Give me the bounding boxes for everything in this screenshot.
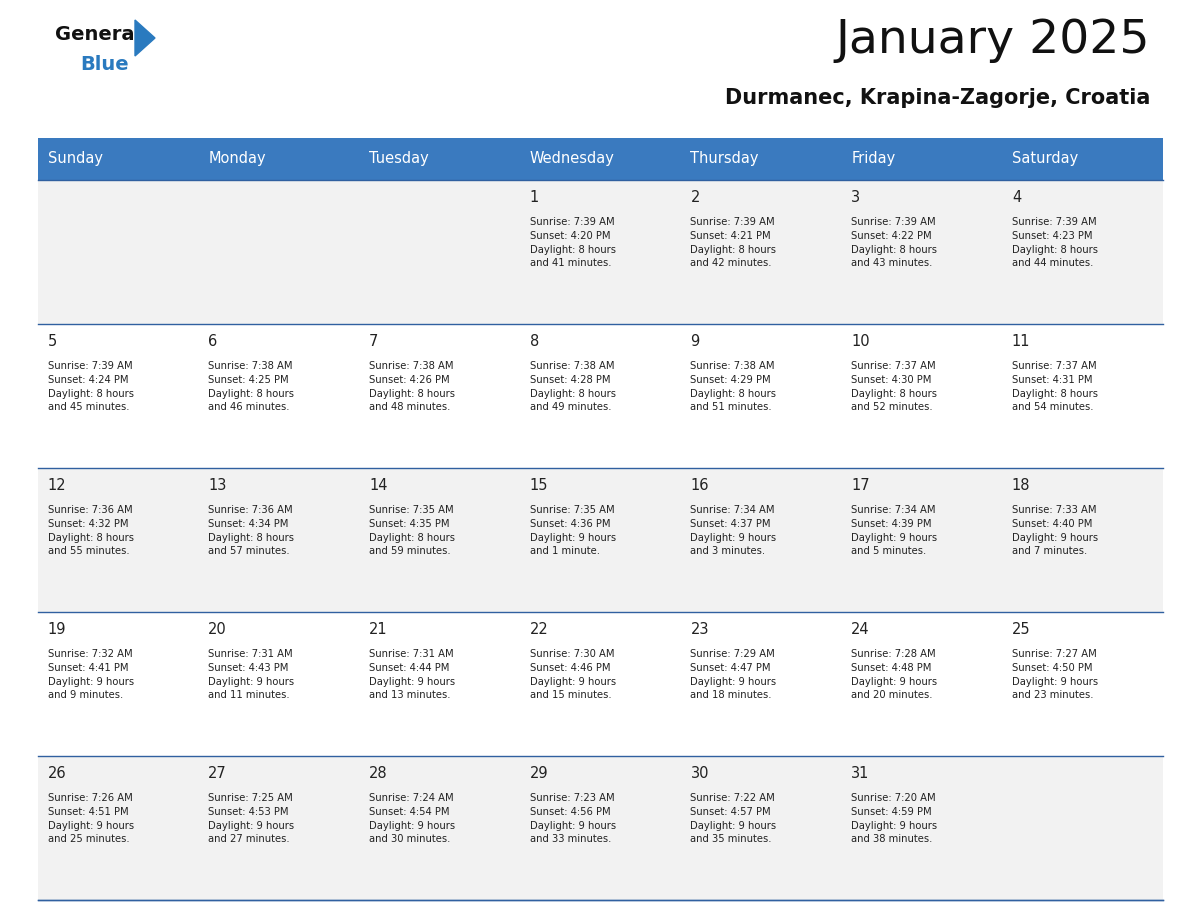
Text: 25: 25 bbox=[1012, 622, 1030, 637]
Text: January 2025: January 2025 bbox=[835, 18, 1150, 63]
Text: 22: 22 bbox=[530, 622, 549, 637]
Text: Sunrise: 7:33 AM
Sunset: 4:40 PM
Daylight: 9 hours
and 7 minutes.: Sunrise: 7:33 AM Sunset: 4:40 PM Dayligh… bbox=[1012, 506, 1098, 556]
Text: Sunrise: 7:36 AM
Sunset: 4:34 PM
Daylight: 8 hours
and 57 minutes.: Sunrise: 7:36 AM Sunset: 4:34 PM Dayligh… bbox=[208, 506, 295, 556]
Text: Sunrise: 7:27 AM
Sunset: 4:50 PM
Daylight: 9 hours
and 23 minutes.: Sunrise: 7:27 AM Sunset: 4:50 PM Dayligh… bbox=[1012, 649, 1098, 700]
Text: Sunrise: 7:38 AM
Sunset: 4:25 PM
Daylight: 8 hours
and 46 minutes.: Sunrise: 7:38 AM Sunset: 4:25 PM Dayligh… bbox=[208, 362, 295, 412]
Bar bbox=[38, 180, 1163, 324]
Bar bbox=[198, 138, 360, 180]
Text: 5: 5 bbox=[48, 334, 57, 349]
Text: Sunrise: 7:20 AM
Sunset: 4:59 PM
Daylight: 9 hours
and 38 minutes.: Sunrise: 7:20 AM Sunset: 4:59 PM Dayligh… bbox=[852, 793, 937, 845]
Text: Friday: Friday bbox=[852, 151, 896, 166]
Text: 14: 14 bbox=[369, 478, 387, 493]
Text: Monday: Monday bbox=[208, 151, 266, 166]
Text: Sunrise: 7:28 AM
Sunset: 4:48 PM
Daylight: 9 hours
and 20 minutes.: Sunrise: 7:28 AM Sunset: 4:48 PM Dayligh… bbox=[852, 649, 937, 700]
Text: Thursday: Thursday bbox=[690, 151, 759, 166]
Text: Wednesday: Wednesday bbox=[530, 151, 614, 166]
Text: Sunrise: 7:39 AM
Sunset: 4:20 PM
Daylight: 8 hours
and 41 minutes.: Sunrise: 7:39 AM Sunset: 4:20 PM Dayligh… bbox=[530, 218, 615, 268]
Text: Tuesday: Tuesday bbox=[369, 151, 429, 166]
Text: Sunrise: 7:29 AM
Sunset: 4:47 PM
Daylight: 9 hours
and 18 minutes.: Sunrise: 7:29 AM Sunset: 4:47 PM Dayligh… bbox=[690, 649, 777, 700]
Text: 1: 1 bbox=[530, 190, 539, 205]
Text: Sunrise: 7:38 AM
Sunset: 4:28 PM
Daylight: 8 hours
and 49 minutes.: Sunrise: 7:38 AM Sunset: 4:28 PM Dayligh… bbox=[530, 362, 615, 412]
Text: Sunrise: 7:22 AM
Sunset: 4:57 PM
Daylight: 9 hours
and 35 minutes.: Sunrise: 7:22 AM Sunset: 4:57 PM Dayligh… bbox=[690, 793, 777, 845]
Text: 20: 20 bbox=[208, 622, 227, 637]
Text: Sunrise: 7:39 AM
Sunset: 4:24 PM
Daylight: 8 hours
and 45 minutes.: Sunrise: 7:39 AM Sunset: 4:24 PM Dayligh… bbox=[48, 362, 133, 412]
Text: 23: 23 bbox=[690, 622, 709, 637]
Bar bbox=[360, 138, 520, 180]
Text: 10: 10 bbox=[852, 334, 870, 349]
Text: General: General bbox=[55, 25, 141, 44]
Bar bbox=[38, 612, 1163, 756]
Text: 19: 19 bbox=[48, 622, 67, 637]
Text: Sunrise: 7:23 AM
Sunset: 4:56 PM
Daylight: 9 hours
and 33 minutes.: Sunrise: 7:23 AM Sunset: 4:56 PM Dayligh… bbox=[530, 793, 615, 845]
Text: 6: 6 bbox=[208, 334, 217, 349]
Text: Sunrise: 7:36 AM
Sunset: 4:32 PM
Daylight: 8 hours
and 55 minutes.: Sunrise: 7:36 AM Sunset: 4:32 PM Dayligh… bbox=[48, 506, 133, 556]
Bar bbox=[1003, 138, 1163, 180]
Text: Sunrise: 7:26 AM
Sunset: 4:51 PM
Daylight: 9 hours
and 25 minutes.: Sunrise: 7:26 AM Sunset: 4:51 PM Dayligh… bbox=[48, 793, 134, 845]
Bar bbox=[38, 138, 198, 180]
Text: Sunrise: 7:35 AM
Sunset: 4:36 PM
Daylight: 9 hours
and 1 minute.: Sunrise: 7:35 AM Sunset: 4:36 PM Dayligh… bbox=[530, 506, 615, 556]
Text: 7: 7 bbox=[369, 334, 379, 349]
Bar bbox=[38, 468, 1163, 612]
Bar bbox=[841, 138, 1003, 180]
Text: Sunday: Sunday bbox=[48, 151, 102, 166]
Text: 24: 24 bbox=[852, 622, 870, 637]
Text: 18: 18 bbox=[1012, 478, 1030, 493]
Text: Sunrise: 7:35 AM
Sunset: 4:35 PM
Daylight: 8 hours
and 59 minutes.: Sunrise: 7:35 AM Sunset: 4:35 PM Dayligh… bbox=[369, 506, 455, 556]
Bar bbox=[681, 138, 841, 180]
Polygon shape bbox=[135, 20, 154, 56]
Text: 28: 28 bbox=[369, 767, 387, 781]
Text: 31: 31 bbox=[852, 767, 870, 781]
Text: Sunrise: 7:30 AM
Sunset: 4:46 PM
Daylight: 9 hours
and 15 minutes.: Sunrise: 7:30 AM Sunset: 4:46 PM Dayligh… bbox=[530, 649, 615, 700]
Text: Sunrise: 7:38 AM
Sunset: 4:26 PM
Daylight: 8 hours
and 48 minutes.: Sunrise: 7:38 AM Sunset: 4:26 PM Dayligh… bbox=[369, 362, 455, 412]
Text: Sunrise: 7:39 AM
Sunset: 4:22 PM
Daylight: 8 hours
and 43 minutes.: Sunrise: 7:39 AM Sunset: 4:22 PM Dayligh… bbox=[852, 218, 937, 268]
Text: 4: 4 bbox=[1012, 190, 1022, 205]
Text: 2: 2 bbox=[690, 190, 700, 205]
Text: Sunrise: 7:39 AM
Sunset: 4:23 PM
Daylight: 8 hours
and 44 minutes.: Sunrise: 7:39 AM Sunset: 4:23 PM Dayligh… bbox=[1012, 218, 1098, 268]
Bar bbox=[38, 756, 1163, 900]
Text: Sunrise: 7:24 AM
Sunset: 4:54 PM
Daylight: 9 hours
and 30 minutes.: Sunrise: 7:24 AM Sunset: 4:54 PM Dayligh… bbox=[369, 793, 455, 845]
Text: 8: 8 bbox=[530, 334, 539, 349]
Text: Sunrise: 7:31 AM
Sunset: 4:44 PM
Daylight: 9 hours
and 13 minutes.: Sunrise: 7:31 AM Sunset: 4:44 PM Dayligh… bbox=[369, 649, 455, 700]
Text: 3: 3 bbox=[852, 190, 860, 205]
Text: Sunrise: 7:32 AM
Sunset: 4:41 PM
Daylight: 9 hours
and 9 minutes.: Sunrise: 7:32 AM Sunset: 4:41 PM Dayligh… bbox=[48, 649, 134, 700]
Text: 17: 17 bbox=[852, 478, 870, 493]
Text: Sunrise: 7:34 AM
Sunset: 4:39 PM
Daylight: 9 hours
and 5 minutes.: Sunrise: 7:34 AM Sunset: 4:39 PM Dayligh… bbox=[852, 506, 937, 556]
Text: Saturday: Saturday bbox=[1012, 151, 1079, 166]
Text: 21: 21 bbox=[369, 622, 387, 637]
Text: 29: 29 bbox=[530, 767, 549, 781]
Text: Sunrise: 7:37 AM
Sunset: 4:31 PM
Daylight: 8 hours
and 54 minutes.: Sunrise: 7:37 AM Sunset: 4:31 PM Dayligh… bbox=[1012, 362, 1098, 412]
Text: Sunrise: 7:38 AM
Sunset: 4:29 PM
Daylight: 8 hours
and 51 minutes.: Sunrise: 7:38 AM Sunset: 4:29 PM Dayligh… bbox=[690, 362, 777, 412]
Text: Sunrise: 7:31 AM
Sunset: 4:43 PM
Daylight: 9 hours
and 11 minutes.: Sunrise: 7:31 AM Sunset: 4:43 PM Dayligh… bbox=[208, 649, 295, 700]
Text: 11: 11 bbox=[1012, 334, 1030, 349]
Text: Sunrise: 7:34 AM
Sunset: 4:37 PM
Daylight: 9 hours
and 3 minutes.: Sunrise: 7:34 AM Sunset: 4:37 PM Dayligh… bbox=[690, 506, 777, 556]
Text: 30: 30 bbox=[690, 767, 709, 781]
Text: 13: 13 bbox=[208, 478, 227, 493]
Text: 16: 16 bbox=[690, 478, 709, 493]
Bar bbox=[520, 138, 681, 180]
Bar bbox=[38, 324, 1163, 468]
Text: Sunrise: 7:37 AM
Sunset: 4:30 PM
Daylight: 8 hours
and 52 minutes.: Sunrise: 7:37 AM Sunset: 4:30 PM Dayligh… bbox=[852, 362, 937, 412]
Text: 26: 26 bbox=[48, 767, 67, 781]
Text: Blue: Blue bbox=[80, 55, 128, 74]
Text: Sunrise: 7:25 AM
Sunset: 4:53 PM
Daylight: 9 hours
and 27 minutes.: Sunrise: 7:25 AM Sunset: 4:53 PM Dayligh… bbox=[208, 793, 295, 845]
Text: Durmanec, Krapina-Zagorje, Croatia: Durmanec, Krapina-Zagorje, Croatia bbox=[725, 88, 1150, 108]
Text: 27: 27 bbox=[208, 767, 227, 781]
Text: 12: 12 bbox=[48, 478, 67, 493]
Text: 9: 9 bbox=[690, 334, 700, 349]
Text: Sunrise: 7:39 AM
Sunset: 4:21 PM
Daylight: 8 hours
and 42 minutes.: Sunrise: 7:39 AM Sunset: 4:21 PM Dayligh… bbox=[690, 218, 777, 268]
Text: 15: 15 bbox=[530, 478, 549, 493]
